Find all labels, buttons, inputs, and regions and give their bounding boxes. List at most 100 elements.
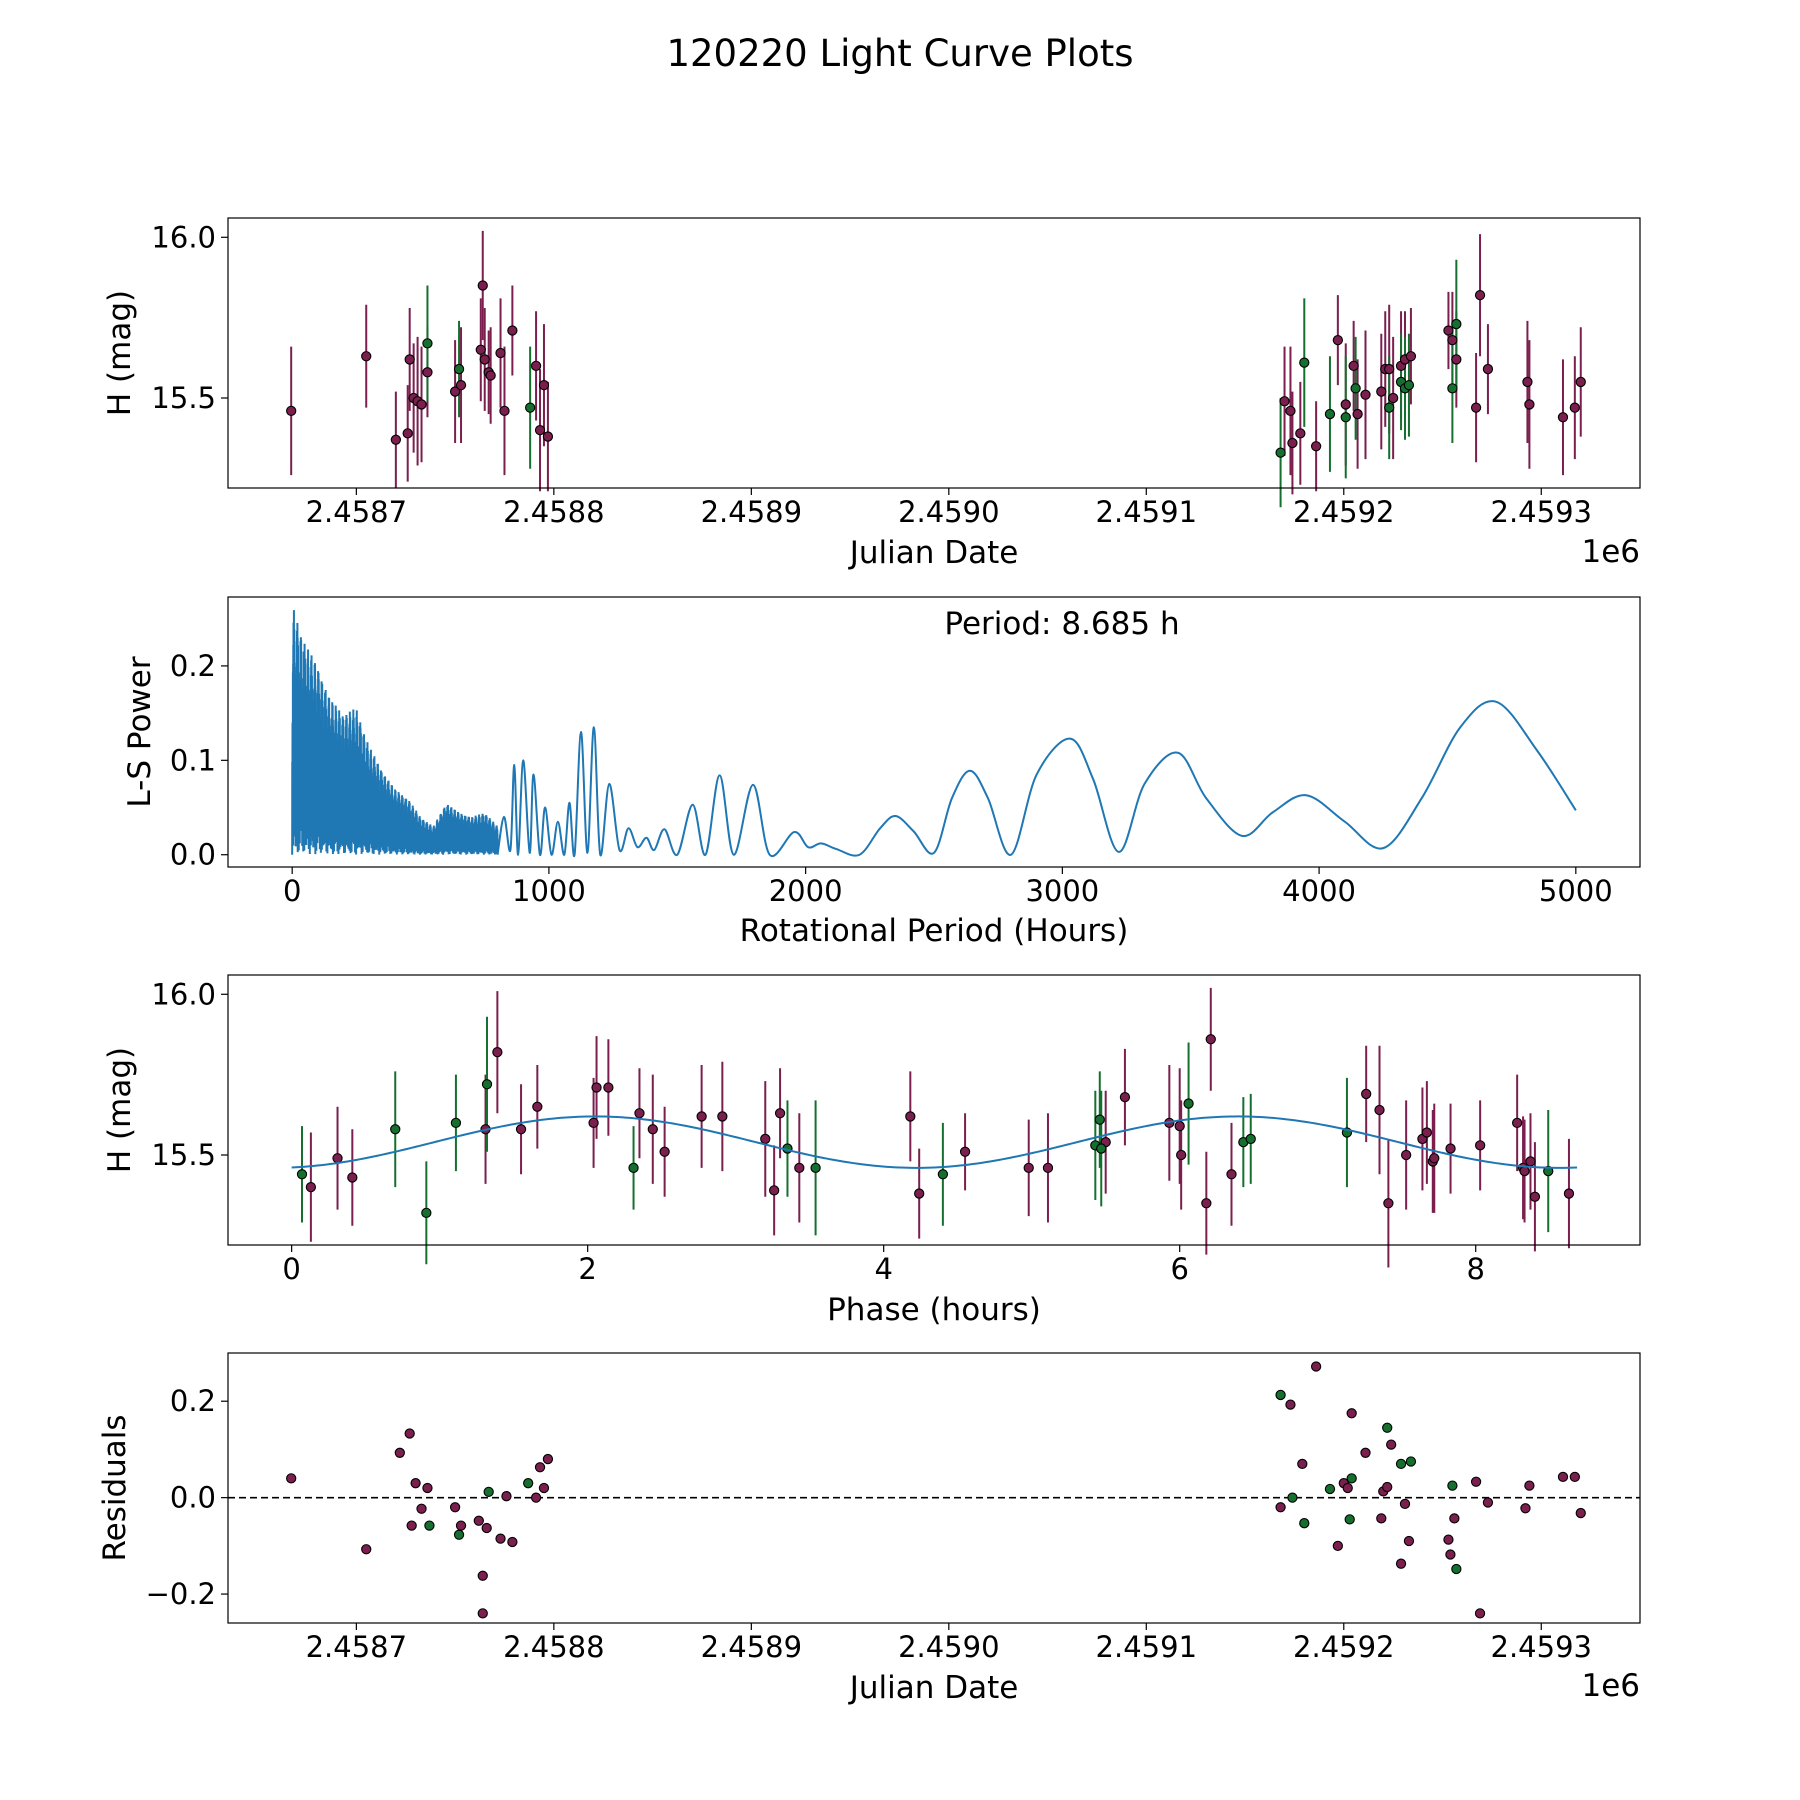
residuals-point-filter-1	[404, 1428, 415, 1439]
lightcurve-point-filter-1	[479, 354, 490, 365]
figure-title: 120220 Light Curve Plots	[666, 32, 1133, 75]
phased-point-filter-1	[1400, 1149, 1412, 1161]
phased-point-filter-1	[1429, 1153, 1440, 1164]
residuals-point-filter-1	[1346, 1408, 1357, 1419]
lightcurve-point-filter-1	[538, 379, 550, 391]
lightcurve-point-filter-1	[449, 386, 461, 397]
lightcurve-point-filter-1	[361, 351, 372, 362]
lightcurve-ticks: 2.4587 2.4588 2.4589 2.4590 2.4591 2.4592 2.45…	[151, 220, 1592, 529]
phased-axes-frame	[227, 974, 1641, 1246]
lightcurve-point-filter-1	[495, 347, 506, 359]
phased-point-filter-1	[914, 1188, 925, 1199]
residuals-point-filter-1	[1399, 1498, 1411, 1510]
periodogram-ytick-label: 0.0	[170, 838, 216, 872]
phased-point-filter-2	[1094, 1114, 1105, 1125]
lightcurve-panel: 2.4587 2.4588 2.4589 2.4590 2.4591 2.4592 2.45…	[102, 217, 1641, 571]
residuals-point-filter-1	[1449, 1513, 1460, 1524]
residuals-point-filter-1	[1332, 1540, 1344, 1552]
lightcurve-point-filter-1	[1474, 289, 1486, 301]
residuals-point-filter-1	[481, 1522, 492, 1534]
lightcurve-xtick-label: 2.4589	[701, 495, 802, 529]
residuals-point-filter-1	[449, 1502, 461, 1513]
residuals-point-filter-1	[473, 1515, 484, 1526]
phased-point-filter-1	[696, 1111, 707, 1122]
residuals-point-filter-1	[361, 1544, 372, 1555]
lightcurve-point-filter-2	[1447, 383, 1458, 394]
lightcurve-xlabel: Julian Date	[848, 535, 1019, 571]
lightcurve-offset-label: 1e6	[1581, 534, 1640, 570]
residuals-point-filter-2	[1275, 1389, 1286, 1401]
residuals-point-filter-1	[1310, 1361, 1322, 1372]
lightcurve-point-filter-1	[1340, 399, 1351, 410]
lightcurve-point-filter-1	[1557, 412, 1569, 423]
lightcurve-point-filter-1	[416, 399, 427, 410]
residuals-point-filter-1	[1445, 1549, 1456, 1560]
periodogram-ylabel: L-S Power	[122, 656, 158, 807]
periodogram-xtick-label: 0	[283, 874, 301, 908]
phased-point-filter-2	[1096, 1143, 1107, 1154]
lightcurve-point-filter-2	[453, 363, 465, 375]
phased-point-filter-2	[450, 1117, 462, 1129]
lightcurve-point-filter-1	[534, 424, 546, 436]
phased-point-filter-1	[515, 1124, 527, 1135]
periodogram-marks	[291, 610, 1577, 858]
phased-point-filter-1	[1475, 1140, 1486, 1151]
phased-point-filter-1	[532, 1101, 543, 1112]
phased-ytick-label: 15.5	[151, 1138, 216, 1172]
residuals-point-filter-1	[477, 1570, 488, 1581]
periodogram-ticks: 0 1000 2000 3000 4000 5000 0.0 0.1 0.2	[170, 649, 1613, 908]
lightcurve-axes-frame	[227, 217, 1641, 489]
phased-point-filter-1	[1042, 1162, 1054, 1174]
phased-point-filter-2	[937, 1169, 949, 1180]
phased-point-filter-1	[332, 1153, 343, 1164]
residuals-point-filter-1	[501, 1491, 512, 1502]
residuals-point-filter-1	[1524, 1480, 1535, 1491]
phased-xtick-label: 2	[578, 1252, 596, 1286]
residuals-point-filter-1	[1275, 1502, 1286, 1513]
phased-point-filter-1	[603, 1082, 614, 1093]
residuals-marks	[228, 1361, 1640, 1619]
residuals-point-filter-1	[1470, 1476, 1482, 1487]
phased-point-filter-1	[1529, 1191, 1541, 1202]
residuals-xtick-label: 2.4589	[701, 1630, 802, 1664]
lightcurve-xtick-label: 2.4590	[898, 495, 999, 529]
phased-point-filter-2	[390, 1124, 401, 1135]
residuals-point-filter-1	[1474, 1608, 1486, 1619]
lightcurve-point-filter-1	[542, 431, 554, 442]
phased-marks	[291, 987, 1578, 1268]
lightcurve-point-filter-1	[1575, 376, 1586, 388]
residuals-point-filter-1	[1376, 1513, 1387, 1524]
lightcurve-xtick-label: 2.4593	[1491, 495, 1592, 529]
lightcurve-point-filter-2	[1324, 408, 1336, 420]
residuals-point-filter-1	[286, 1473, 297, 1484]
residuals-point-filter-2	[523, 1478, 534, 1489]
phased-xtick-label: 8	[1466, 1252, 1484, 1286]
lightcurve-xtick-label: 2.4591	[1096, 495, 1197, 529]
lightcurve-point-filter-2	[1384, 402, 1395, 413]
residuals-point-filter-1	[1520, 1503, 1531, 1514]
lightcurve-point-filter-1	[507, 325, 518, 336]
phased-xlabel: Phase (hours)	[827, 1292, 1041, 1328]
phased-point-filter-1	[647, 1124, 658, 1135]
residuals-ylabel: Residuals	[97, 1414, 133, 1561]
lightcurve-ytick-label: 16.0	[151, 220, 216, 254]
lightcurve-point-filter-1	[404, 354, 415, 365]
residuals-point-filter-2	[1447, 1480, 1458, 1491]
phased-xtick-label: 6	[1170, 1252, 1188, 1286]
lightcurve-point-filter-1	[1569, 402, 1580, 413]
phased-point-filter-1	[492, 1046, 503, 1058]
lightcurve-point-filter-1	[1352, 408, 1363, 420]
residuals-point-filter-1	[394, 1447, 405, 1458]
phased-point-filter-1	[1445, 1143, 1456, 1154]
lightcurve-point-filter-2	[1350, 383, 1361, 394]
phased-point-filter-1	[634, 1108, 645, 1119]
periodogram-xtick-label: 3000	[1025, 874, 1099, 908]
phased-point-filter-1	[717, 1111, 728, 1122]
residuals-point-filter-1	[406, 1520, 417, 1531]
residuals-point-filter-2	[453, 1529, 465, 1540]
residuals-point-filter-1	[1342, 1482, 1353, 1494]
phased-xtick-label: 4	[874, 1252, 892, 1286]
phased-point-filter-1	[1421, 1127, 1433, 1138]
residuals-point-filter-2	[1405, 1456, 1417, 1467]
